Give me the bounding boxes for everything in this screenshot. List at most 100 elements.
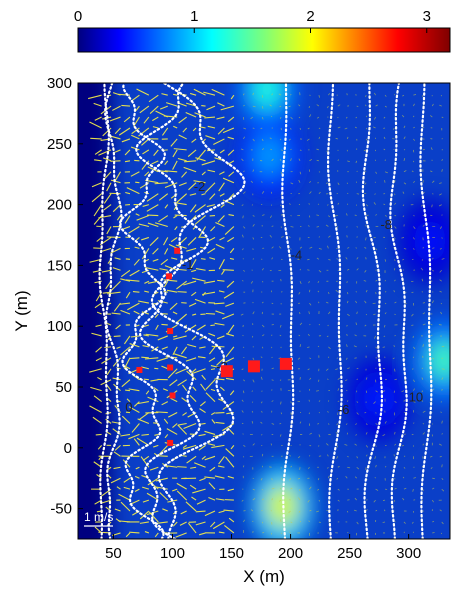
velocity-vector xyxy=(299,312,301,315)
velocity-vector xyxy=(373,401,376,404)
velocity-vector xyxy=(365,445,369,448)
velocity-vector xyxy=(187,522,197,534)
instrument-marker-small xyxy=(165,273,172,280)
velocity-vector xyxy=(163,280,169,288)
velocity-vector xyxy=(178,422,187,426)
velocity-vector xyxy=(218,531,225,534)
velocity-vector xyxy=(166,428,178,435)
velocity-vector xyxy=(439,193,442,196)
velocity-vector xyxy=(307,346,310,349)
velocity-vector xyxy=(270,148,272,151)
velocity-vector xyxy=(163,279,178,282)
velocity-vector xyxy=(307,499,310,503)
velocity-vector xyxy=(440,94,443,97)
velocity-vector xyxy=(242,136,246,140)
velocity-vector xyxy=(116,346,121,349)
velocity-vector xyxy=(158,215,169,223)
velocity-vector xyxy=(103,204,112,211)
velocity-vector xyxy=(354,334,357,337)
velocity-vector xyxy=(125,532,131,538)
plot-frame xyxy=(77,82,451,540)
velocity-vector xyxy=(200,383,206,391)
velocity-vector xyxy=(95,346,102,353)
velocity-vector xyxy=(217,127,225,135)
velocity-vector xyxy=(106,322,112,326)
velocity-vector xyxy=(356,378,358,381)
velocity-vector xyxy=(207,149,216,152)
velocity-vector xyxy=(337,388,340,391)
velocity-vector xyxy=(412,489,414,492)
velocity-vector xyxy=(316,226,320,228)
velocity-vector xyxy=(89,405,102,414)
velocity-vector xyxy=(141,236,150,241)
velocity-vector xyxy=(421,291,424,293)
velocity-vector xyxy=(110,280,121,292)
velocity-vector xyxy=(394,431,396,435)
velocity-vector xyxy=(316,104,320,107)
velocity-vector xyxy=(250,280,254,284)
velocity-vector xyxy=(280,477,283,481)
velocity-vector xyxy=(220,204,225,208)
velocity-vector xyxy=(299,322,303,326)
velocity-vector xyxy=(92,416,102,424)
velocity-vector xyxy=(225,456,235,468)
velocity-vector xyxy=(346,226,348,228)
velocity-vector xyxy=(345,116,348,119)
velocity-vector xyxy=(228,171,235,177)
velocity-vector xyxy=(205,392,216,402)
velocity-vector xyxy=(198,444,206,451)
velocity-vector xyxy=(227,475,235,479)
contour-label: 0 xyxy=(125,399,132,414)
velocity-vector xyxy=(260,401,263,404)
velocity-vector xyxy=(144,357,159,360)
velocity-vector xyxy=(121,138,131,143)
velocity-vector xyxy=(218,510,225,514)
velocity-vector xyxy=(394,378,398,381)
velocity-vector xyxy=(429,401,433,403)
velocity-vector xyxy=(403,466,406,469)
velocity-vector xyxy=(141,248,150,260)
velocity-vector xyxy=(207,247,216,254)
velocity-vector xyxy=(278,246,282,249)
velocity-vector xyxy=(441,377,444,380)
velocity-vector xyxy=(159,268,168,271)
velocity-vector xyxy=(383,324,386,328)
velocity-vector xyxy=(402,476,405,479)
markers xyxy=(136,247,292,446)
velocity-vector xyxy=(169,379,178,387)
velocity-vector xyxy=(261,148,264,151)
velocity-vector xyxy=(194,462,206,468)
velocity-vector xyxy=(438,204,442,207)
velocity-vector xyxy=(280,401,282,405)
velocity-vector xyxy=(364,270,367,273)
velocity-vector xyxy=(309,246,313,249)
velocity-vector xyxy=(326,509,329,512)
velocity-vector xyxy=(222,423,235,432)
velocity-vector xyxy=(413,237,415,240)
velocity-vector xyxy=(227,160,235,166)
velocity-vector xyxy=(228,428,235,435)
velocity-vector xyxy=(222,199,235,206)
velocity-vector xyxy=(429,455,433,458)
velocity-vector xyxy=(364,182,367,185)
velocity-vector xyxy=(325,182,329,184)
velocity-vector xyxy=(356,466,360,470)
velocity-vector xyxy=(163,418,169,424)
velocity-vector xyxy=(203,280,216,284)
velocity-vector xyxy=(215,421,225,425)
velocity-vector xyxy=(180,346,188,355)
scale-vector-label: 1 m/s xyxy=(84,510,113,524)
velocity-vector xyxy=(261,410,263,413)
velocity-vector xyxy=(142,455,150,461)
velocity-vector xyxy=(384,302,387,305)
velocity-vector xyxy=(355,291,357,293)
velocity-vector xyxy=(189,394,197,402)
velocity-vector xyxy=(355,116,358,119)
velocity-vector xyxy=(152,116,159,122)
velocity-vector xyxy=(130,335,140,338)
velocity-vector xyxy=(413,379,415,383)
velocity-vector xyxy=(135,466,140,470)
velocity-vector xyxy=(118,493,131,501)
velocity-vector xyxy=(163,291,168,293)
depth-contour xyxy=(98,83,110,539)
